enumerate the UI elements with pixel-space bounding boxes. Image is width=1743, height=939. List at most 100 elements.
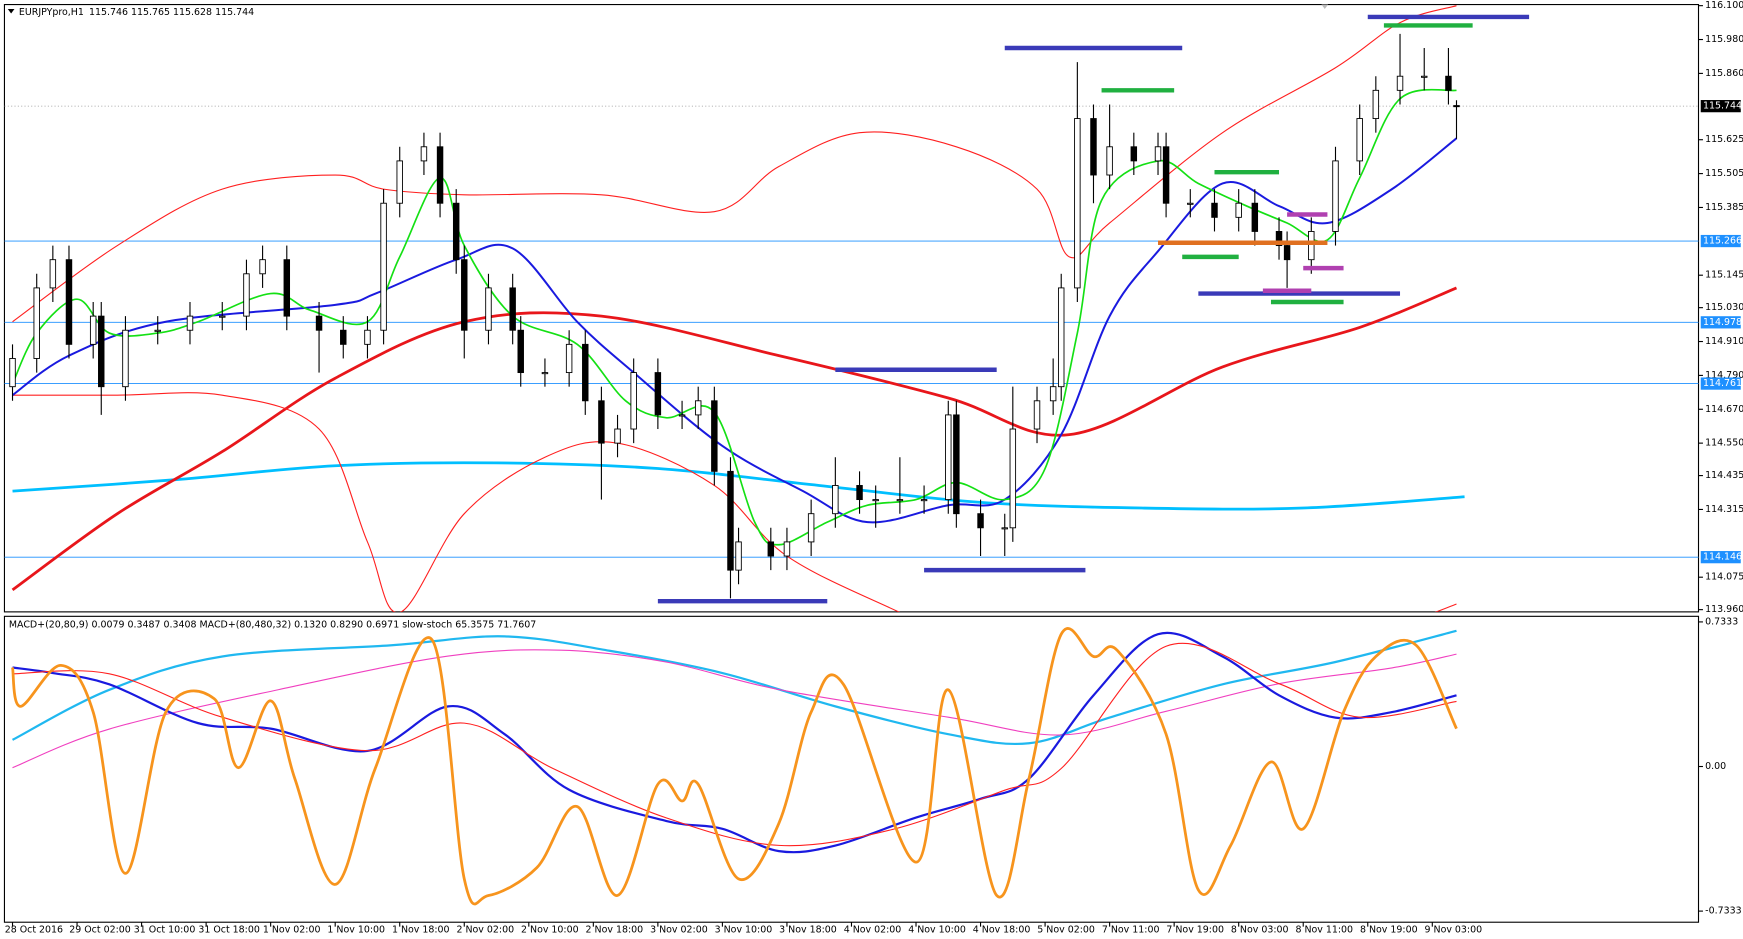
candle-body	[735, 541, 742, 571]
candle-body	[654, 372, 662, 416]
x-tick-label: 31 Oct 18:00	[198, 924, 260, 935]
x-tick-label: 2 Nov 18:00	[586, 924, 644, 935]
y-tick-label: 0.7333	[1705, 616, 1738, 627]
candle-body	[259, 259, 266, 275]
candle-body	[953, 414, 960, 515]
candle-body	[186, 315, 194, 331]
level-label-box	[1700, 234, 1741, 248]
candle-body	[1251, 202, 1259, 232]
candle-body	[283, 259, 291, 317]
candle-body	[380, 202, 387, 331]
x-tick-label: 3 Nov 10:00	[715, 924, 773, 935]
candle-body	[89, 315, 97, 345]
x-tick-label: 5 Nov 02:00	[1037, 924, 1095, 935]
candle-body	[1332, 160, 1339, 232]
candle-body	[614, 428, 621, 444]
candle-body	[1308, 231, 1315, 261]
level-label-box	[1700, 316, 1741, 329]
candle-body	[509, 287, 516, 331]
indicator-line	[12, 629, 1457, 746]
x-tick-label: 4 Nov 02:00	[844, 924, 902, 935]
y-tick-label: 115.980	[1705, 34, 1743, 45]
x-tick-label: 2 Nov 02:00	[456, 924, 514, 935]
candle-body	[452, 202, 460, 261]
indicator-line	[11, 286, 1458, 592]
candle-body	[1356, 118, 1363, 162]
candle-body	[49, 259, 57, 289]
y-tick-label: 115.145	[1705, 270, 1743, 281]
y-tick-label: 114.670	[1705, 404, 1743, 415]
x-tick-label: 29 Oct 02:00	[69, 924, 131, 935]
menu-arrow[interactable]	[7, 9, 15, 14]
candle-body	[9, 358, 16, 388]
candle-body	[1211, 202, 1218, 218]
y-tick-label: 115.625	[1705, 134, 1743, 145]
candle-body	[65, 259, 73, 345]
x-tick-label: 1 Nov 10:00	[327, 924, 385, 935]
candle-body	[582, 343, 589, 402]
x-tick-label: 1 Nov 18:00	[392, 924, 450, 935]
candle-body	[396, 160, 403, 204]
x-tick-label: 7 Nov 11:00	[1102, 924, 1160, 935]
candle-body	[1106, 146, 1113, 176]
x-tick-label: 7 Nov 19:00	[1166, 924, 1224, 935]
indicator-label: MACD+(20,80,9) 0.0079 0.3487 0.3408 MACD…	[9, 620, 536, 631]
indicator-line	[12, 649, 1457, 769]
candle-body	[1275, 231, 1283, 247]
candle-body	[154, 329, 161, 332]
candle-body	[243, 273, 250, 317]
x-tick-label: 2 Nov 10:00	[521, 924, 579, 935]
candle-body	[832, 485, 839, 515]
candle-body	[945, 414, 952, 501]
x-tick-label: 3 Nov 18:00	[779, 924, 837, 935]
indicator-line	[11, 627, 1458, 906]
candle-body	[1396, 75, 1404, 91]
candle-body	[340, 329, 347, 345]
plot-layer: 116.100 115.980 115.860 115.625 115.505 115.3…	[4, 0, 1743, 935]
x-tick-label: 28 Oct 2016	[5, 924, 63, 935]
level-label: 114.761	[1703, 378, 1742, 389]
candle-body	[977, 513, 984, 529]
x-tick-label: 3 Nov 02:00	[650, 924, 708, 935]
current-price-label: 115.744	[1703, 101, 1742, 112]
indicator-line	[11, 88, 1457, 546]
level-label-box	[1700, 377, 1741, 390]
candle-body	[1090, 118, 1097, 176]
x-tick-label: 9 Nov 03:00	[1425, 924, 1483, 935]
candle-body	[1009, 428, 1017, 529]
level-label: 114.978	[1703, 317, 1742, 328]
candle-body	[1154, 146, 1162, 162]
indicator-line	[11, 137, 1458, 524]
x-tick-label: 4 Nov 18:00	[973, 924, 1031, 935]
candle-body	[98, 315, 105, 388]
level-label-box	[1700, 551, 1741, 564]
candle-body	[598, 400, 605, 444]
candle-body	[1001, 527, 1008, 530]
candle-body	[541, 372, 549, 375]
indicator-line	[12, 5, 1457, 323]
candle-body	[485, 287, 492, 331]
indicator-line	[12, 631, 1457, 854]
candle-body	[856, 485, 863, 501]
panel-plot	[4, 5, 1699, 612]
candle-body	[678, 414, 686, 417]
candle-body	[122, 329, 129, 388]
candle-body	[461, 259, 468, 331]
candle-body	[1057, 287, 1065, 388]
candle-body	[783, 541, 791, 557]
candle-body	[872, 499, 879, 502]
candle-body	[33, 287, 40, 359]
x-tick-label: 1 Nov 02:00	[263, 924, 321, 935]
candle-body	[727, 470, 734, 571]
candle-body	[565, 343, 573, 374]
y-tick-label: 114.075	[1705, 572, 1743, 583]
y-tick-label: 115.860	[1705, 68, 1743, 79]
candle-body	[807, 513, 815, 543]
candle-body	[694, 400, 702, 416]
y-tick-label: 115.505	[1705, 168, 1743, 179]
candle-body	[1421, 75, 1428, 78]
level-label: 114.146	[1703, 552, 1742, 563]
candle-body	[436, 146, 444, 204]
